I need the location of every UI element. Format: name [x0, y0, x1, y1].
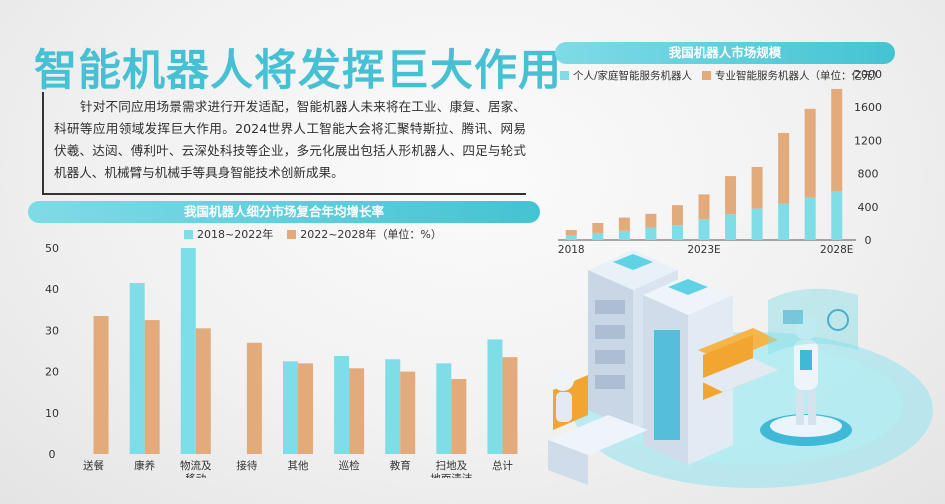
bar-household-service [618, 230, 630, 240]
intro-text: 针对不同应用场景需求进行开发适配，智能机器人未来将在工业、康复、居家、科研等应用… [54, 99, 526, 180]
x-tick-label: 2023E [687, 244, 720, 256]
bar-2022-2028 [93, 315, 109, 454]
bar-2022-2028 [246, 342, 262, 454]
bar-2018-2022 [334, 355, 350, 454]
bar-professional-service [645, 213, 657, 228]
x-tick-label: 接待 [236, 459, 257, 472]
x-tick-label: 送餐 [83, 459, 104, 472]
bar-2022-2028 [298, 363, 313, 454]
bar-professional-service [804, 108, 816, 198]
y-tick-label: 50 [45, 242, 59, 255]
robot-at-desk-icon [548, 369, 648, 485]
bar-professional-service [671, 205, 683, 226]
page-title: 智能机器人将发挥巨大作用 [34, 46, 562, 96]
legend-label-2022-2028: 2022~2028年 [300, 228, 377, 241]
market-size-bar-chart: 0 400 800 1200 1600 2000 2018 2023E 2028E [558, 68, 882, 256]
x-tick-label: 其他 [288, 459, 309, 472]
y-tick-label: 10 [45, 407, 59, 420]
bar-professional-service [592, 222, 604, 233]
growth-rate-bar-chart: 0 10 20 30 40 50 送餐 康养 物流及移动 接待 其他 巡检 教育 扫地及地面清洁 总计 [45, 242, 518, 478]
legend-label-household: 个人/家庭智能服务机器人 [573, 70, 693, 82]
bar-professional-service [725, 176, 737, 215]
legend-swatch-professional [702, 71, 712, 80]
y-tick-label: 20 [45, 366, 59, 379]
bar-professional-service [751, 166, 763, 209]
bar-2022-2028 [502, 357, 518, 454]
bar-professional-service [778, 132, 790, 204]
bar-household-service [671, 225, 683, 240]
bar-2018-2022 [385, 359, 401, 454]
bar-2018-2022 [436, 363, 452, 454]
bar-professional-service [565, 230, 577, 236]
server-rack-center-icon [643, 275, 733, 465]
y-tick-label: 1600 [854, 101, 882, 114]
x-tick-label: 移动 [185, 472, 206, 478]
legend-label-2018-2022: 2018~2022年 [197, 228, 274, 241]
x-tick-label: 物流及 [180, 459, 212, 472]
y-tick-label: 0 [865, 234, 872, 247]
growth-chart-legend: 2018~2022年 2022~2028年 （单位：%） [184, 226, 442, 242]
bar-2018-2022 [487, 339, 503, 454]
bar-2022-2028 [144, 320, 160, 454]
bar-household-service [831, 191, 843, 240]
bar-2022-2028 [195, 328, 211, 454]
bar-2022-2028 [451, 379, 467, 454]
x-tick-label: 地面清洁 [430, 472, 472, 478]
legend-swatch-2018-2022 [184, 229, 193, 239]
bar-2018-2022 [283, 361, 298, 454]
x-tick-label: 总计 [492, 459, 513, 472]
hologram-panels-icon [768, 288, 858, 355]
x-tick-label: 巡检 [339, 459, 360, 472]
intro-box: 针对不同应用场景需求进行开发适配，智能机器人未来将在工业、康复、居家、科研等应用… [42, 92, 526, 195]
y-tick-label: 800 [858, 168, 879, 181]
bar-2018-2022 [180, 248, 196, 454]
x-tick-label: 教育 [390, 459, 411, 472]
bar-household-service [751, 208, 763, 240]
market-chart-legend: 个人/家庭智能服务机器人 专业智能服务机器人 （单位：亿元） [560, 68, 883, 83]
bar-2022-2028 [400, 371, 416, 454]
bar-household-service [698, 219, 710, 240]
x-tick-label: 2018 [558, 244, 585, 256]
bar-2018-2022 [129, 283, 145, 454]
y-tick-label: 30 [45, 324, 59, 337]
legend-unit-note: （单位：%） [376, 228, 442, 241]
legend-label-professional: 专业智能服务机器人 [715, 70, 810, 82]
bar-professional-service [831, 88, 843, 192]
legend-swatch-2022-2028 [287, 229, 297, 239]
bar-household-service [804, 197, 816, 240]
y-tick-label: 0 [49, 448, 56, 461]
folder-drawer-icon [698, 328, 778, 400]
bar-household-service [565, 235, 577, 240]
growth-chart-title: 我国机器人细分市场复合年均增长率 [28, 201, 540, 223]
bar-professional-service [618, 217, 630, 231]
bar-household-service [778, 203, 790, 240]
y-tick-label: 40 [45, 283, 59, 296]
bar-2022-2028 [349, 368, 365, 454]
bar-household-service [645, 227, 657, 240]
legend-swatch-household [560, 71, 569, 80]
y-tick-label: 1200 [854, 134, 882, 147]
bar-household-service [725, 214, 737, 240]
market-chart-title: 我国机器人市场规模 [555, 42, 895, 64]
x-tick-label: 扫地及 [436, 459, 468, 472]
y-tick-label: 2000 [854, 68, 882, 81]
bar-household-service [592, 232, 604, 240]
x-tick-label: 2028E [820, 244, 853, 256]
legend-unit-note-2: （单位：亿元） [809, 70, 884, 82]
robot-datacenter-illustration [548, 250, 933, 488]
bar-professional-service [698, 194, 710, 220]
y-tick-label: 400 [858, 201, 879, 214]
x-tick-label: 康养 [134, 459, 155, 472]
